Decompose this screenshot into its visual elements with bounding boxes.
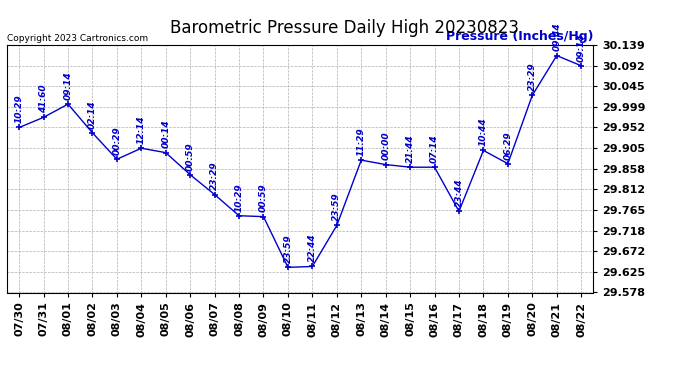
Text: 23:29: 23:29 xyxy=(210,162,219,190)
Text: Barometric Pressure Daily High 20230823: Barometric Pressure Daily High 20230823 xyxy=(170,19,520,37)
Text: Pressure (Inches/Hg): Pressure (Inches/Hg) xyxy=(446,30,593,42)
Text: 23:59: 23:59 xyxy=(333,193,342,221)
Text: 00:59: 00:59 xyxy=(186,142,195,171)
Text: 10:44: 10:44 xyxy=(479,118,488,146)
Text: 00:29: 00:29 xyxy=(112,126,121,155)
Text: 06:29: 06:29 xyxy=(504,131,513,159)
Text: 02:14: 02:14 xyxy=(88,100,97,129)
Text: 11:29: 11:29 xyxy=(357,128,366,156)
Text: 23:29: 23:29 xyxy=(528,63,537,91)
Text: 07:14: 07:14 xyxy=(430,134,439,163)
Text: 00:14: 00:14 xyxy=(161,120,170,148)
Text: 00:00: 00:00 xyxy=(381,132,390,160)
Text: 09:44: 09:44 xyxy=(552,23,561,51)
Text: 10:29: 10:29 xyxy=(235,183,244,211)
Text: 41:60: 41:60 xyxy=(39,84,48,113)
Text: 21:44: 21:44 xyxy=(406,134,415,163)
Text: 22:44: 22:44 xyxy=(308,234,317,262)
Text: 12:14: 12:14 xyxy=(137,116,146,144)
Text: 10:29: 10:29 xyxy=(14,95,23,123)
Text: 23:44: 23:44 xyxy=(455,178,464,207)
Text: 09:14: 09:14 xyxy=(63,71,72,100)
Text: Copyright 2023 Cartronics.com: Copyright 2023 Cartronics.com xyxy=(7,33,148,42)
Text: 00:59: 00:59 xyxy=(259,184,268,213)
Text: 23:59: 23:59 xyxy=(284,234,293,263)
Text: 09:14: 09:14 xyxy=(577,33,586,62)
